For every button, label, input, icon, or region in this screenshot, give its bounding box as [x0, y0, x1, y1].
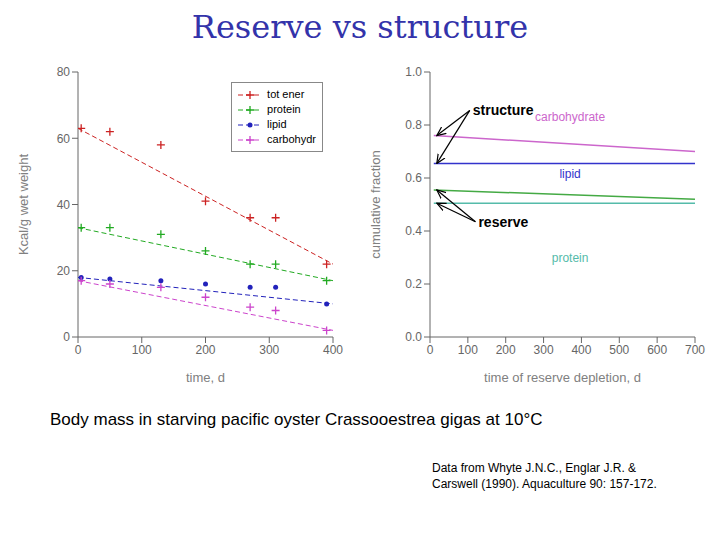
svg-text:80: 80: [57, 65, 71, 79]
svg-text:Kcal/g wet weight: Kcal/g wet weight: [16, 154, 31, 256]
html-text:Data from Whyte J.N.C., Englar: Data from Whyte J.N.C., Englar J.R. & Ca…: [432, 461, 657, 491]
svg-text:700: 700: [685, 343, 705, 357]
svg-text:600: 600: [647, 343, 667, 357]
svg-text:500: 500: [609, 343, 629, 357]
svg-text:200: 200: [496, 343, 516, 357]
svg-text:0.4: 0.4: [405, 224, 422, 238]
svg-text:structure: structure: [473, 102, 534, 118]
svg-text:1.0: 1.0: [405, 65, 422, 79]
svg-text:0: 0: [427, 343, 434, 357]
svg-text:reserve: reserve: [478, 214, 528, 230]
html-text:protein: protein: [267, 103, 301, 115]
svg-text:0.6: 0.6: [405, 171, 422, 185]
svg-text:time of reserve depletion, d: time of reserve depletion, d: [484, 370, 641, 385]
svg-text:400: 400: [323, 343, 343, 357]
svg-text:40: 40: [57, 198, 71, 212]
html-text:tot ener: tot ener: [267, 88, 305, 100]
svg-text:0.2: 0.2: [405, 277, 422, 291]
svg-text:100: 100: [132, 343, 152, 357]
svg-text:protein: protein: [552, 251, 589, 265]
svg-text:time, d: time, d: [186, 370, 225, 385]
svg-text:400: 400: [571, 343, 591, 357]
svg-text:200: 200: [195, 343, 215, 357]
svg-text:0: 0: [75, 343, 82, 357]
html-text:Body mass in starving pacific: Body mass in starving pacific oyster Cra…: [50, 410, 543, 429]
svg-text:100: 100: [458, 343, 478, 357]
html-text:carbohydr: carbohydr: [267, 133, 316, 145]
svg-text:20: 20: [57, 264, 71, 278]
svg-text:60: 60: [57, 132, 71, 146]
svg-text:0.8: 0.8: [405, 118, 422, 132]
svg-text:300: 300: [259, 343, 279, 357]
svg-text:0.0: 0.0: [405, 330, 422, 344]
svg-text:0: 0: [63, 330, 70, 344]
svg-text:lipid: lipid: [559, 167, 580, 181]
svg-text:cumulative fraction: cumulative fraction: [368, 150, 383, 258]
svg-text:carbohydrate: carbohydrate: [535, 110, 605, 124]
svg-text:300: 300: [534, 343, 554, 357]
html-text:Reserve vs structure: Reserve vs structure: [191, 8, 529, 46]
html-text:lipid: lipid: [267, 118, 287, 130]
